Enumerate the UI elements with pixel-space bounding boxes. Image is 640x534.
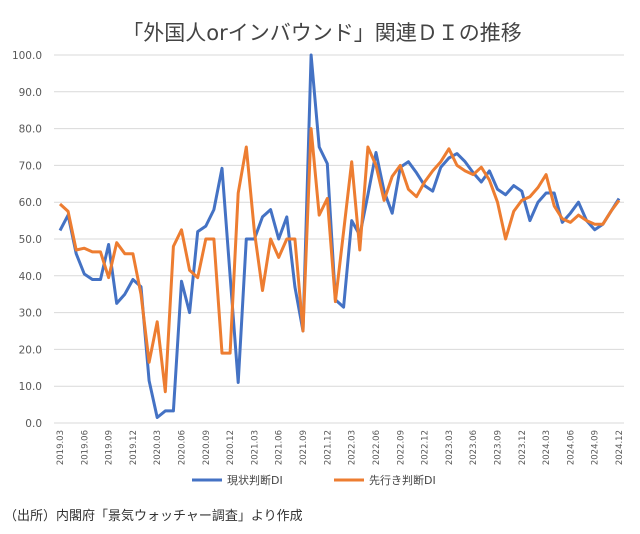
y-tick-label: 50.0 <box>19 234 42 246</box>
y-tick-label: 10.0 <box>19 381 42 393</box>
x-tick-label: 2024.09 <box>591 430 601 465</box>
x-tick-label: 2021.09 <box>299 430 309 465</box>
gridlines <box>54 54 624 424</box>
x-tick-label: 2022.09 <box>396 430 406 465</box>
x-axis-ticks: 2019.03 2019.06 2019.09 2019.12 2020.03 2020.… <box>56 430 625 465</box>
x-tick-label: 2021.03 <box>250 430 260 465</box>
x-tick-label: 2019.06 <box>80 430 90 465</box>
x-tick-label: 2019.09 <box>105 430 115 465</box>
x-tick-label: 2020.12 <box>226 430 236 465</box>
series-line-outlook <box>58 127 621 394</box>
x-tick-label: 2023.06 <box>469 430 479 465</box>
x-tick-label: 2024.12 <box>615 430 625 465</box>
legend-label: 現状判断DI <box>227 473 283 487</box>
legend-label: 先行き判断DI <box>369 473 436 487</box>
y-tick-label: 30.0 <box>19 308 42 320</box>
x-tick-label: 2023.12 <box>518 430 528 465</box>
x-tick-label: 2024.03 <box>542 430 552 465</box>
y-tick-label: 90.0 <box>19 87 42 99</box>
legend: 現状判断DI 先行き判断DI <box>192 473 436 487</box>
x-tick-label: 2019.03 <box>56 430 66 465</box>
x-tick-label: 2024.06 <box>566 430 576 465</box>
series-line-current <box>58 53 621 419</box>
series-lines <box>58 53 621 419</box>
y-tick-label: 80.0 <box>19 124 42 136</box>
x-tick-label: 2021.06 <box>275 430 285 465</box>
x-tick-label: 2021.12 <box>323 430 333 465</box>
x-tick-label: 2019.12 <box>129 430 139 465</box>
y-tick-label: 0.0 <box>25 418 42 430</box>
y-tick-label: 100.0 <box>12 50 42 62</box>
chart-title: 「外国人orインバウンド」関連ＤＩの推移 <box>122 21 521 45</box>
y-tick-label: 20.0 <box>19 344 42 356</box>
x-tick-label: 2020.06 <box>178 430 188 465</box>
x-tick-label: 2020.03 <box>153 430 163 465</box>
x-tick-label: 2023.03 <box>445 430 455 465</box>
y-axis-ticks: 0.0 10.0 20.0 30.0 40.0 50.0 60.0 70.0 80.0 90.0 1… <box>12 50 42 430</box>
y-tick-label: 60.0 <box>19 197 42 209</box>
y-tick-label: 70.0 <box>19 160 42 172</box>
x-tick-label: 2022.12 <box>421 430 431 465</box>
x-tick-label: 2022.06 <box>372 430 382 465</box>
x-tick-label: 2023.09 <box>493 430 503 465</box>
x-tick-label: 2020.09 <box>202 430 212 465</box>
source-note: （出所）内閣府「景気ウォッチャー調査」より作成 <box>4 508 303 524</box>
x-tick-label: 2022.03 <box>348 430 358 465</box>
y-tick-label: 40.0 <box>19 271 42 283</box>
